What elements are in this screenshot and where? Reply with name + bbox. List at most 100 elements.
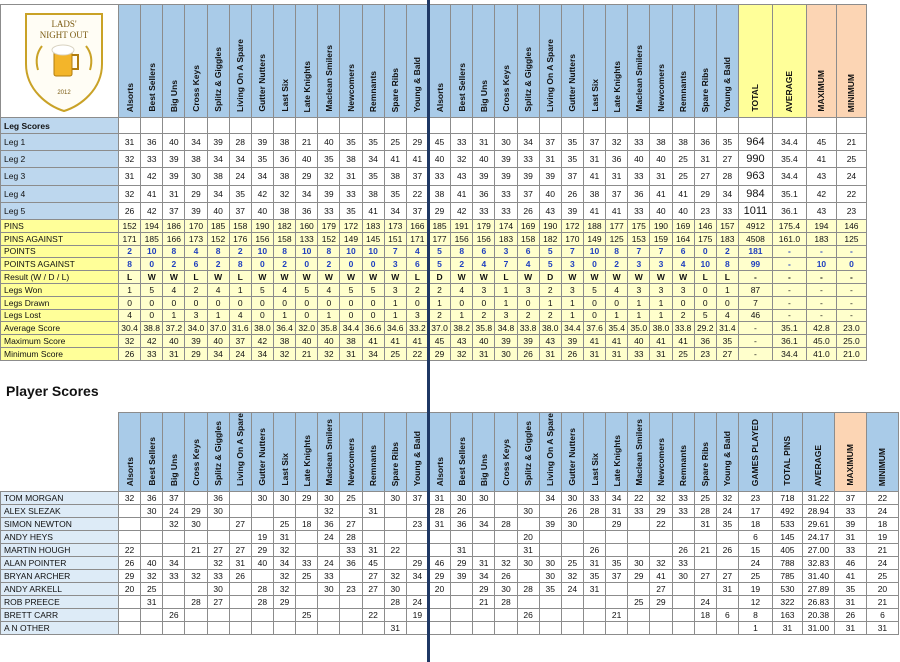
column-header-text: Young & Bald bbox=[412, 56, 423, 112]
stat-cell: 46 bbox=[833, 556, 867, 571]
value-cell: 41 bbox=[582, 334, 607, 348]
value-cell: 36 bbox=[693, 132, 717, 152]
stat-cell: 17 bbox=[737, 504, 773, 519]
value-cell: 0 bbox=[405, 295, 429, 310]
value-cell: 31 bbox=[582, 150, 607, 169]
stat-cell: 175.4 bbox=[771, 218, 807, 233]
value-cell: 41 bbox=[649, 334, 673, 348]
column-header-text: AVERAGE bbox=[784, 70, 795, 112]
value-cell: 34.4 bbox=[560, 321, 584, 336]
value-cell: 10 bbox=[582, 244, 607, 259]
score-cell: 28 bbox=[582, 504, 607, 519]
score-cell: 26 bbox=[715, 543, 739, 558]
column-header: Alsorts bbox=[427, 4, 452, 118]
stat-cell: 20 bbox=[865, 582, 899, 597]
empty-cell bbox=[582, 608, 607, 623]
value-cell: 39 bbox=[250, 132, 274, 152]
value-cell: 31 bbox=[605, 346, 629, 361]
empty-cell bbox=[538, 543, 562, 558]
value-cell: 4 bbox=[405, 244, 429, 259]
value-cell: 1 bbox=[494, 282, 518, 297]
empty-cell bbox=[715, 117, 739, 134]
score-cell: 24 bbox=[317, 530, 341, 545]
score-cell: 29 bbox=[117, 569, 142, 584]
empty-cell bbox=[383, 608, 407, 623]
row-label: PINS bbox=[0, 218, 119, 233]
score-cell: 40 bbox=[250, 556, 274, 571]
column-header-text: Big Uns bbox=[478, 453, 489, 487]
empty-cell bbox=[228, 117, 252, 134]
value-cell: 23 bbox=[693, 346, 717, 361]
stat-cell: 125 bbox=[835, 231, 867, 246]
value-cell: 22 bbox=[405, 184, 429, 203]
score-cell: 30 bbox=[140, 504, 164, 519]
value-cell: 33 bbox=[494, 201, 518, 220]
value-cell: 39 bbox=[494, 150, 518, 169]
value-cell: 43 bbox=[538, 201, 562, 220]
value-cell: 3 bbox=[405, 308, 429, 323]
score-cell: 30 bbox=[206, 504, 230, 519]
value-cell: 21 bbox=[295, 346, 319, 361]
value-cell: 36 bbox=[605, 150, 629, 169]
stat-cell: 37 bbox=[833, 491, 867, 506]
empty-cell bbox=[317, 621, 341, 636]
stat-cell: 35.4 bbox=[771, 150, 807, 169]
value-cell: 39 bbox=[494, 334, 518, 348]
empty-cell bbox=[771, 117, 807, 134]
score-cell: 27 bbox=[339, 517, 363, 532]
value-cell: 39 bbox=[516, 167, 540, 186]
empty-cell bbox=[295, 621, 319, 636]
value-cell: 1 bbox=[162, 308, 186, 323]
stat-cell: 45 bbox=[805, 132, 837, 152]
column-header-text: Last Six bbox=[279, 453, 290, 487]
row-label: Leg 5 bbox=[0, 201, 119, 220]
value-cell: 41 bbox=[649, 184, 673, 203]
value-cell: 1 bbox=[317, 308, 341, 323]
value-cell: 3 bbox=[560, 257, 584, 272]
empty-cell bbox=[671, 117, 695, 134]
value-cell: 8 bbox=[228, 257, 252, 272]
stat-cell: 22 bbox=[865, 491, 899, 506]
empty-cell bbox=[117, 608, 142, 623]
empty-cell bbox=[272, 504, 297, 519]
column-header: Young & Bald bbox=[715, 411, 739, 493]
stat-cell: 964 bbox=[737, 132, 773, 152]
value-cell: 7 bbox=[560, 244, 584, 259]
value-cell: 177 bbox=[427, 231, 452, 246]
value-cell: 160 bbox=[295, 218, 319, 233]
value-cell: L bbox=[184, 270, 208, 284]
value-cell: 21 bbox=[295, 132, 319, 152]
stat-cell: - bbox=[737, 270, 773, 284]
stat-cell: 963 bbox=[737, 167, 773, 186]
score-cell: 30 bbox=[516, 556, 540, 571]
value-cell: 43 bbox=[450, 334, 474, 348]
value-cell: 22 bbox=[405, 346, 429, 361]
value-cell: 31 bbox=[538, 150, 562, 169]
stat-cell: 25 bbox=[835, 150, 867, 169]
value-cell: 35 bbox=[317, 150, 341, 169]
value-cell: 173 bbox=[184, 231, 208, 246]
score-cell: 34 bbox=[538, 491, 562, 506]
score-cell: 36 bbox=[450, 517, 474, 532]
value-cell: 183 bbox=[361, 218, 385, 233]
value-cell: 0 bbox=[228, 295, 252, 310]
score-cell: 28 bbox=[339, 530, 363, 545]
column-header-text: Maclean Smilers bbox=[633, 419, 644, 487]
score-cell: 30 bbox=[383, 491, 407, 506]
value-cell: 38 bbox=[361, 184, 385, 203]
empty-cell bbox=[317, 608, 341, 623]
score-cell: 20 bbox=[117, 582, 142, 597]
stat-cell: 19 bbox=[865, 530, 899, 545]
value-cell: 0 bbox=[250, 308, 274, 323]
value-cell: 175 bbox=[693, 231, 717, 246]
stat-cell: 36.1 bbox=[771, 334, 807, 348]
value-cell: 3 bbox=[494, 308, 518, 323]
value-cell: 32 bbox=[272, 346, 297, 361]
score-cell: 26 bbox=[162, 608, 186, 623]
value-cell: 6 bbox=[472, 244, 496, 259]
player-name: ALAN POINTER bbox=[0, 556, 119, 571]
stat-cell: - bbox=[805, 270, 837, 284]
column-header-text: Last Six bbox=[279, 79, 290, 112]
score-cell: 30 bbox=[272, 491, 297, 506]
row-label: Leg 4 bbox=[0, 184, 119, 203]
